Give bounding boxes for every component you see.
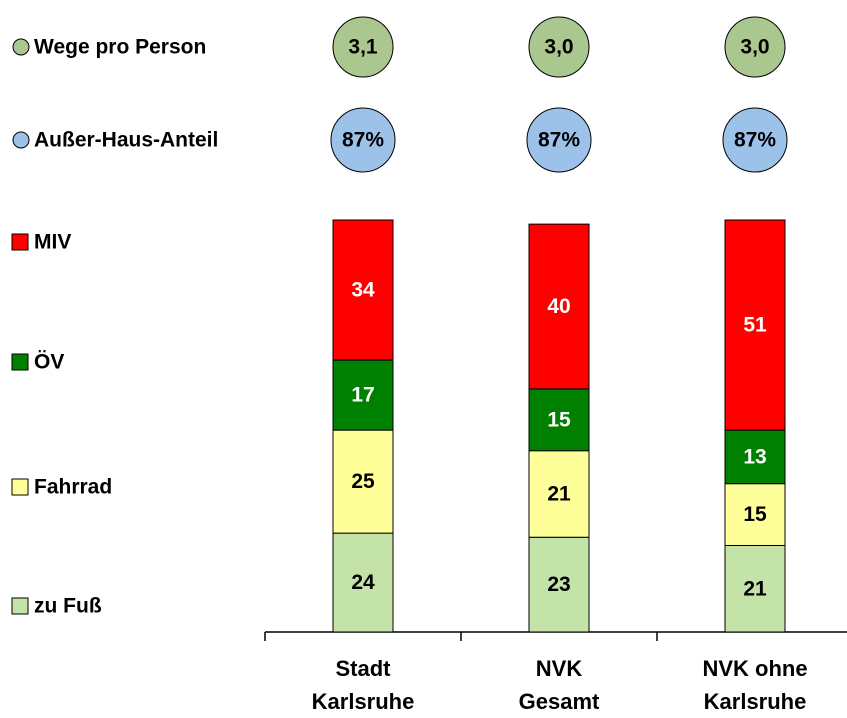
bar-segment — [332, 429, 394, 534]
bar-segment — [332, 359, 394, 431]
row-label: Außer-Haus-Anteil — [34, 129, 218, 152]
x-tick-label: NVK Gesamt — [519, 656, 600, 714]
data-label: 15 — [547, 408, 571, 431]
bar-segment — [724, 544, 786, 633]
data-label: 21 — [547, 483, 571, 506]
data-label: 21 — [743, 577, 767, 600]
bar-segment — [528, 536, 590, 633]
legend-label: zu Fuß — [34, 595, 102, 618]
row-label: Wege pro Person — [34, 36, 206, 59]
data-label: 15 — [743, 503, 767, 526]
x-tick-label: Stadt Karlsruhe — [312, 656, 415, 714]
bar-segment — [332, 532, 394, 633]
legend-label: ÖV — [34, 351, 64, 374]
bubble-label: 3,0 — [544, 36, 573, 59]
data-label: 23 — [547, 573, 570, 596]
data-label: 24 — [351, 571, 375, 594]
bubble-label: 87% — [342, 129, 384, 152]
bar-segment — [724, 219, 786, 431]
x-tick-label: NVK ohne Karlsruhe — [702, 656, 807, 714]
legend-label: Fahrrad — [34, 476, 112, 499]
bubble-label: 3,1 — [348, 36, 378, 59]
legend-marker — [11, 353, 29, 371]
data-label: 13 — [743, 445, 766, 468]
row-legend-marker — [12, 38, 30, 56]
legend-marker — [11, 597, 29, 615]
bar-segment — [528, 223, 590, 390]
value-bubble — [722, 107, 788, 173]
value-bubble — [330, 107, 396, 173]
data-label: 25 — [351, 470, 375, 493]
value-bubble — [526, 107, 592, 173]
legend-label: MIV — [34, 231, 71, 254]
bar-segment — [724, 429, 786, 485]
bubble-label: 87% — [734, 129, 776, 152]
data-label: 17 — [351, 384, 374, 407]
value-bubble — [724, 16, 786, 78]
data-label: 40 — [547, 295, 570, 318]
row-legend-marker — [12, 131, 30, 149]
legend-marker — [11, 233, 29, 251]
data-label: 51 — [743, 314, 767, 337]
data-label: 34 — [351, 279, 375, 302]
bar-segment — [332, 219, 394, 361]
value-bubble — [528, 16, 590, 78]
legend-marker — [11, 478, 29, 496]
bar-segment — [528, 388, 590, 452]
bar-segment — [528, 450, 590, 538]
bubble-label: 87% — [538, 129, 580, 152]
value-bubble — [332, 16, 394, 78]
bubble-label: 3,0 — [740, 36, 769, 59]
